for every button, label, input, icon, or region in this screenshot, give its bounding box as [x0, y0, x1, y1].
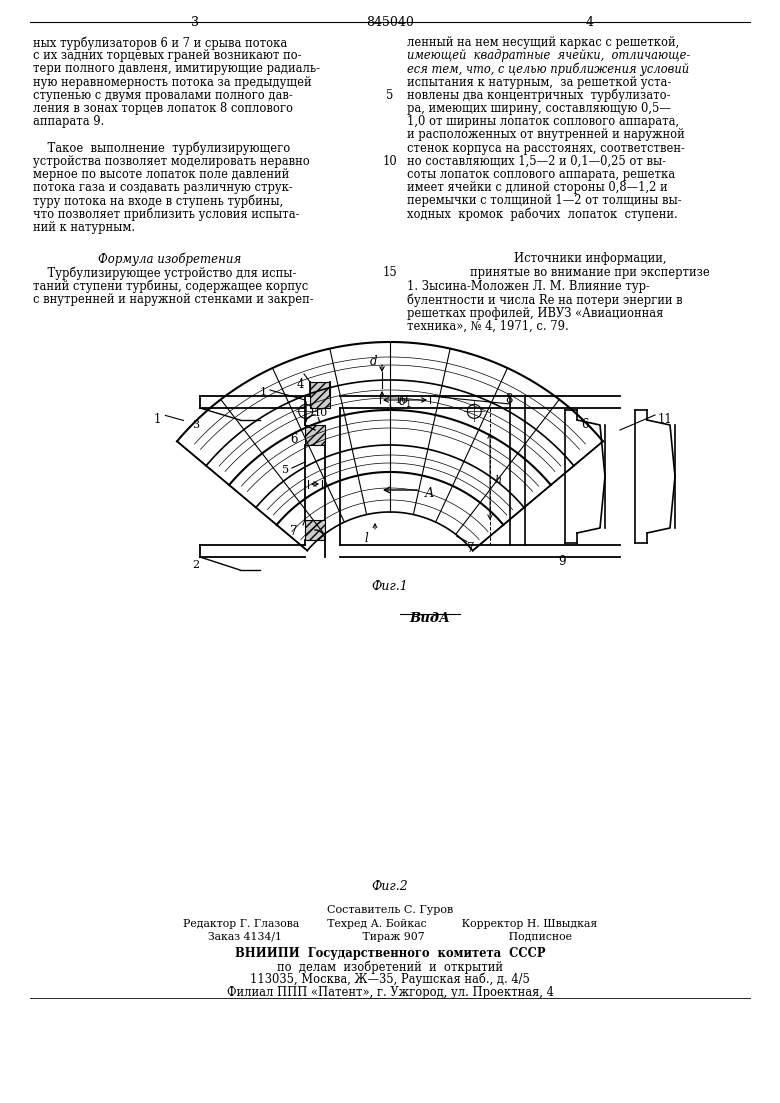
Text: 1. Зысина-Моложен Л. М. Влияние тур-: 1. Зысина-Моложен Л. М. Влияние тур-: [407, 280, 650, 293]
Text: новлены два концентричных  турбулизато-: новлены два концентричных турбулизато-: [407, 89, 671, 103]
Text: ний к натурным.: ний к натурным.: [33, 221, 135, 234]
Text: с внутренней и наружной стенками и закреп-: с внутренней и наружной стенками и закре…: [33, 292, 314, 306]
Text: 6: 6: [581, 418, 589, 431]
Text: 7: 7: [467, 542, 474, 555]
Text: стенок корпуса на расстоянях, соответствен-: стенок корпуса на расстоянях, соответств…: [407, 141, 685, 154]
Text: еся тем, что, с целью приближения условий: еся тем, что, с целью приближения услови…: [407, 63, 689, 76]
Text: решетках профилей, ИВУЗ «Авиационная: решетках профилей, ИВУЗ «Авиационная: [407, 307, 663, 320]
Text: 6: 6: [290, 433, 297, 446]
Text: устройства позволяет моделировать неравно: устройства позволяет моделировать неравн…: [33, 154, 310, 168]
Text: 9: 9: [558, 555, 565, 568]
Text: испытания к натурным,  за решеткой уста-: испытания к натурным, за решеткой уста-: [407, 76, 672, 88]
Text: d: d: [370, 355, 378, 368]
Text: $б_1$: $б_1$: [398, 393, 412, 410]
Text: Заказ 4134/1                       Тираж 907                        Подписное: Заказ 4134/1 Тираж 907 Подписное: [208, 932, 572, 942]
Text: h: h: [494, 475, 501, 485]
Text: 7: 7: [290, 525, 297, 538]
Text: Составитель С. Гуров: Составитель С. Гуров: [327, 904, 453, 915]
Text: Такое  выполнение  турбулизирующего: Такое выполнение турбулизирующего: [33, 141, 290, 156]
Polygon shape: [310, 382, 330, 408]
Text: ра, имеющих ширину, составляющую 0,5—: ра, имеющих ширину, составляющую 0,5—: [407, 101, 671, 115]
Text: и расположенных от внутренней и наружной: и расположенных от внутренней и наружной: [407, 128, 685, 141]
Text: 1: 1: [154, 414, 161, 427]
Text: 5: 5: [386, 89, 394, 101]
Text: 5: 5: [282, 465, 289, 475]
Text: 11: 11: [658, 413, 672, 426]
Polygon shape: [305, 520, 325, 540]
Text: Турбулизирующее устройство для испы-: Турбулизирующее устройство для испы-: [33, 266, 296, 280]
Text: аппарата 9.: аппарата 9.: [33, 115, 105, 128]
Text: 10: 10: [395, 395, 410, 405]
Text: Редактор Г. Глазова        Техред А. Бойкас          Корректор Н. Швыдкая: Редактор Г. Глазова Техред А. Бойкас Кор…: [183, 919, 597, 929]
Text: что позволяет приблизить условия испыта-: что позволяет приблизить условия испыта-: [33, 207, 300, 221]
Text: ступенью с двумя провалами полного дав-: ступенью с двумя провалами полного дав-: [33, 89, 292, 101]
Text: 10: 10: [383, 154, 397, 168]
Text: имеет ячейки с длиной стороны 0,8—1,2 и: имеет ячейки с длиной стороны 0,8—1,2 и: [407, 181, 668, 194]
Text: имеющей  квадратные  ячейки,  отличающе-: имеющей квадратные ячейки, отличающе-: [407, 50, 690, 62]
Text: 10: 10: [314, 408, 328, 418]
Text: таний ступени турбины, содержащее корпус: таний ступени турбины, содержащее корпус: [33, 279, 308, 293]
Text: 15: 15: [383, 266, 397, 279]
Text: 4: 4: [297, 378, 304, 390]
Text: мерное по высоте лопаток поле давлений: мерное по высоте лопаток поле давлений: [33, 168, 289, 181]
Text: Фиг.2: Фиг.2: [371, 880, 409, 893]
Text: ВНИИПИ  Государственного  комитета  СССР: ВНИИПИ Государственного комитета СССР: [235, 947, 545, 960]
Text: 3: 3: [192, 420, 199, 430]
Text: но составляющих 1,5—2 и 0,1—0,25 от вы-: но составляющих 1,5—2 и 0,1—0,25 от вы-: [407, 154, 666, 168]
Text: Фиг.1: Фиг.1: [371, 580, 409, 593]
Text: тери полного давленя, имитирующие радиаль-: тери полного давленя, имитирующие радиал…: [33, 63, 320, 75]
Text: потока газа и создавать различную струк-: потока газа и создавать различную струк-: [33, 181, 292, 194]
Text: l: l: [365, 532, 369, 545]
Text: Формула изобретения: Формула изобретения: [98, 253, 242, 266]
Text: по  делам  изобретений  и  открытий: по делам изобретений и открытий: [277, 960, 503, 974]
Text: принятые во внимание при экспертизе: принятые во внимание при экспертизе: [470, 266, 710, 279]
Text: ления в зонах торцев лопаток 8 соплового: ления в зонах торцев лопаток 8 соплового: [33, 101, 293, 115]
Text: ленный на нем несущий каркас с решеткой,: ленный на нем несущий каркас с решеткой,: [407, 36, 679, 49]
Text: 113035, Москва, Ж—35, Раушская наб., д. 4/5: 113035, Москва, Ж—35, Раушская наб., д. …: [250, 973, 530, 986]
Text: Филиал ППП «Патент», г. Ужгород, ул. Проектная, 4: Филиал ППП «Патент», г. Ужгород, ул. Про…: [226, 986, 554, 999]
Text: ную неравномерность потока за предыдущей: ную неравномерность потока за предыдущей: [33, 76, 312, 88]
Text: 3: 3: [191, 17, 199, 29]
Text: 845040: 845040: [366, 17, 414, 29]
Text: туру потока на входе в ступень турбины,: туру потока на входе в ступень турбины,: [33, 194, 283, 207]
Text: 2: 2: [192, 560, 199, 570]
Text: соты лопаток соплового аппарата, решетка: соты лопаток соплового аппарата, решетка: [407, 168, 675, 181]
Text: А: А: [425, 488, 434, 500]
Text: 8: 8: [505, 393, 512, 406]
Polygon shape: [305, 425, 325, 445]
Text: 4: 4: [586, 17, 594, 29]
Text: техника», № 4, 1971, с. 79.: техника», № 4, 1971, с. 79.: [407, 320, 569, 333]
Text: ВидА: ВидА: [410, 612, 450, 625]
Text: 1: 1: [260, 387, 267, 397]
Text: Источники информации,: Источники информации,: [514, 253, 666, 265]
Text: перемычки с толщиной 1—2 от толщины вы-: перемычки с толщиной 1—2 от толщины вы-: [407, 194, 682, 207]
Text: 1,0 от ширины лопаток соплового аппарата,: 1,0 от ширины лопаток соплового аппарата…: [407, 115, 679, 128]
Text: ных турбулизаторов 6 и 7 и срыва потока: ных турбулизаторов 6 и 7 и срыва потока: [33, 36, 287, 50]
Text: булентности и числа Re на потери энергии в: булентности и числа Re на потери энергии…: [407, 293, 682, 307]
Text: с их задних торцевых граней возникают по-: с их задних торцевых граней возникают по…: [33, 50, 302, 62]
Text: ходных  кромок  рабочих  лопаток  ступени.: ходных кромок рабочих лопаток ступени.: [407, 207, 678, 221]
